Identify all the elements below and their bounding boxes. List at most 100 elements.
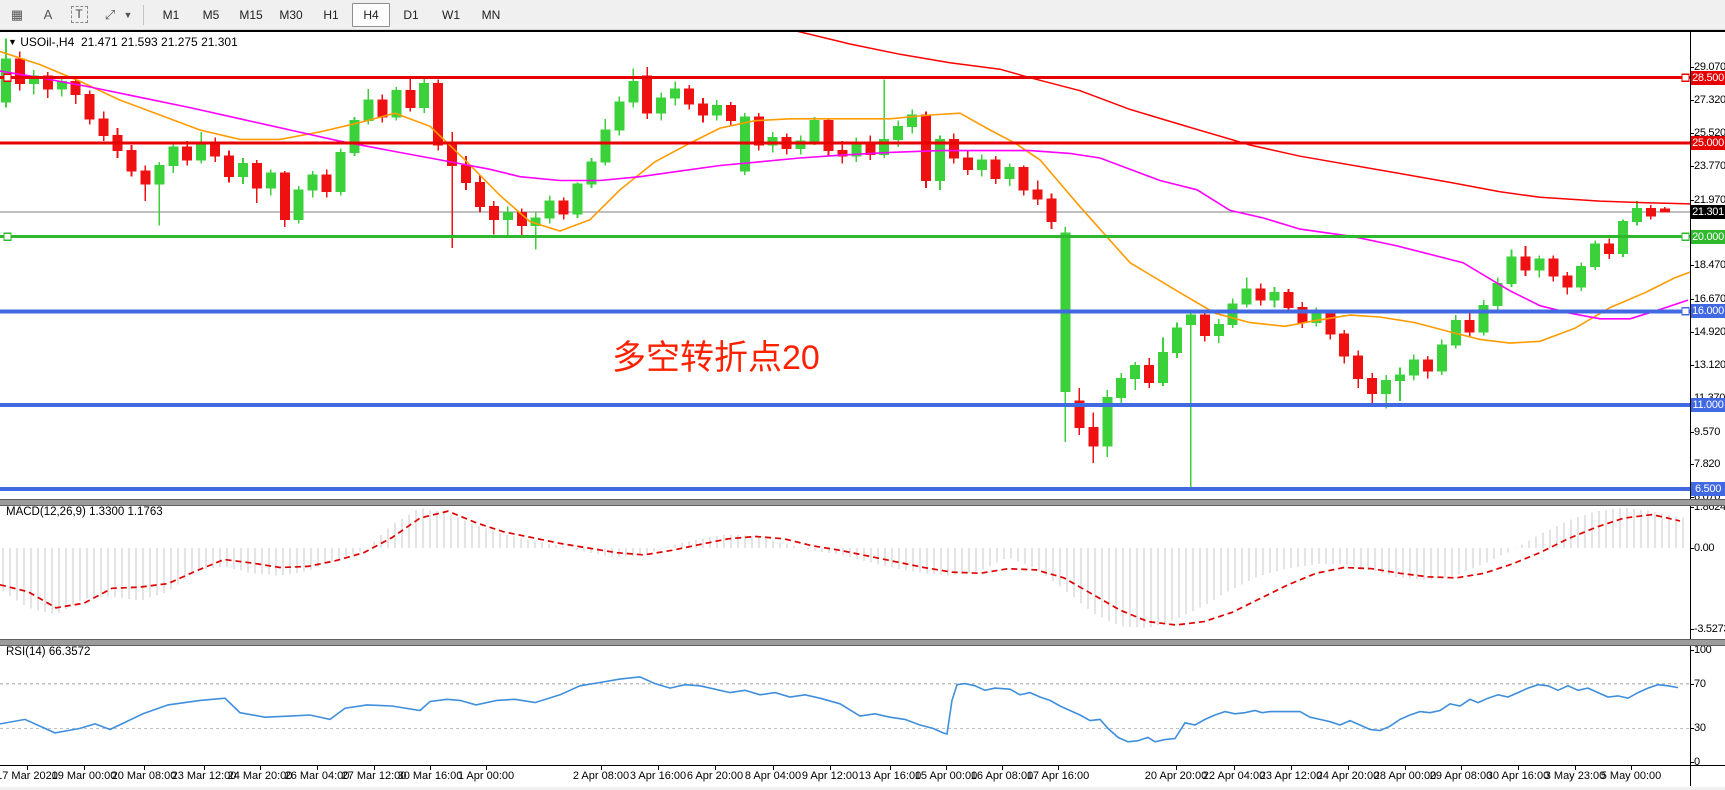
rsi-axis-label: 100 [1694,644,1712,656]
time-tick [715,766,716,770]
price-level-badge: 16.000 [1691,304,1725,319]
time-tick [1348,766,1349,770]
macd-axis-label: -3.5273 [1694,623,1725,635]
time-tick-label: 24 Mar 20:00 [227,770,293,782]
timeframe-button-h1[interactable]: H1 [323,7,339,22]
time-tick [374,766,375,770]
time-tick [1002,766,1003,770]
time-tick [1461,766,1462,770]
time-tick-label: 23 Mar 12:00 [171,770,237,782]
rsi-indicator-label: RSI(14) 66.3572 [6,646,91,658]
price-level-badge: 21.301 [1691,205,1725,220]
price-tick-label: 29.070 [1694,61,1725,73]
axis-tick [1690,265,1694,267]
timeframe-button-h4[interactable]: H4 [352,2,390,27]
symbol-dropdown-icon[interactable]: ▼ [8,37,17,47]
text-a-icon[interactable]: A [43,7,53,22]
timeframe-button-mn[interactable]: MN [481,7,501,22]
price-level-badge: 25.000 [1691,136,1725,151]
time-tick [27,766,28,770]
axis-tick [1690,67,1694,68]
rsi-plot[interactable] [0,644,1691,765]
axis-tick [1690,133,1694,135]
time-tick [204,766,205,770]
price-tick-label: 13.120 [1694,359,1725,372]
time-tick-label: 26 Mar 04:00 [284,770,350,782]
time-tick [1291,766,1292,770]
arrows-style-icon[interactable]: ⤢ [104,6,116,22]
timeframe-button-d1[interactable]: D1 [403,7,419,22]
axis-tick [1690,298,1694,300]
price-level-badge: 28.500 [1691,70,1725,85]
price-level-badge: 11.000 [1691,397,1725,412]
macd-indicator-label: MACD(12,26,9) 1.3300 1.1763 [6,506,163,518]
price-tick-label: 14.920 [1694,325,1725,338]
time-tick-label: 30 Mar 16:00 [397,770,463,782]
timeframe-button-m1[interactable]: M1 [162,7,180,22]
time-tick [260,766,261,770]
rsi-axis-label: 70 [1694,677,1706,690]
grid-f-icon[interactable]: ▦ [10,6,24,22]
time-tick [658,766,659,770]
time-tick [84,766,85,770]
time-tick [1058,766,1059,770]
time-tick [773,766,774,770]
main-chart-plot[interactable] [0,30,1691,500]
time-tick [1176,766,1177,770]
timeframe-button-m15[interactable]: M15 [239,7,263,22]
time-tick-label: 23 Apr 12:00 [1259,770,1323,782]
chart-frame-border [0,29,1725,32]
axis-tick [1690,497,1694,498]
time-tick [1575,766,1576,770]
dropdown-caret-icon[interactable]: ▼ [123,9,133,20]
time-tick [830,766,831,770]
axis-tick [1690,99,1694,101]
chart-text-annotation[interactable]: 多空转折点20 [612,339,820,377]
time-axis[interactable]: 17 Mar 2020 19 Mar 00:00 20 Mar 08:00 23 Ma… [0,765,1725,787]
price-tick-label: 18.470 [1694,259,1725,272]
time-tick [144,766,145,770]
time-tick-label: 20 Apr 20:00 [1144,770,1208,782]
time-tick [430,766,431,770]
time-tick-label: 6 Apr 20:00 [686,770,744,782]
time-tick-label: 13 Apr 16:00 [858,770,922,782]
macd-plot[interactable] [0,504,1691,639]
symbol-timeframe-label: USOil-,H4 [20,35,75,49]
time-tick [1234,766,1235,770]
macd-axis-label: 0.00 [1694,542,1715,554]
axis-tick [1690,365,1694,367]
time-tick-label: 15 Apr 00:00 [914,770,978,782]
timeframe-button-m5[interactable]: M5 [202,7,220,22]
time-tick-label: 19 Mar 00:00 [51,770,117,782]
panel-splitter[interactable] [0,499,1725,506]
price-level-badge: 20.000 [1691,229,1725,244]
timeframe-button-m30[interactable]: M30 [279,7,303,22]
chart-title: ▼ USOil-,H4 21.471 21.593 21.275 21.301 [8,35,238,49]
axis-tick [1690,166,1694,168]
axis-tick [1690,199,1694,201]
time-tick [1405,766,1406,770]
ohlc-readout: 21.471 21.593 21.275 21.301 [80,35,238,49]
axis-tick [1690,683,1694,685]
time-tick-label: 5 May 00:00 [1600,770,1662,782]
time-tick [486,766,487,770]
axis-tick [1690,728,1694,730]
time-tick-label: 28 Apr 00:00 [1373,770,1437,782]
toolbar: ▦ A T ⤢ ▼ M1 M5 M15 M30 H1 H4 D1 W1 MN [0,0,1725,30]
time-tick-label: 27 Mar 12:00 [341,770,407,782]
time-tick-label: 8 Apr 04:00 [744,770,802,782]
time-tick-label: 29 Apr 08:00 [1429,770,1493,782]
time-tick-label: 22 Apr 04:00 [1202,770,1266,782]
price-level-badge: 6.500 [1691,481,1725,496]
text-box-icon[interactable]: T [65,3,93,27]
price-tick-label: 23.770 [1694,160,1725,173]
panel-splitter[interactable] [0,639,1725,646]
axis-tick [1690,650,1694,651]
time-tick [317,766,318,770]
price-tick-label: 9.570 [1694,425,1721,438]
time-tick [890,766,891,770]
price-tick-label: 7.820 [1694,458,1721,471]
time-tick-label: 9 Apr 12:00 [801,770,859,782]
time-tick-label: 3 Apr 16:00 [629,770,687,782]
timeframe-button-w1[interactable]: W1 [442,7,460,22]
